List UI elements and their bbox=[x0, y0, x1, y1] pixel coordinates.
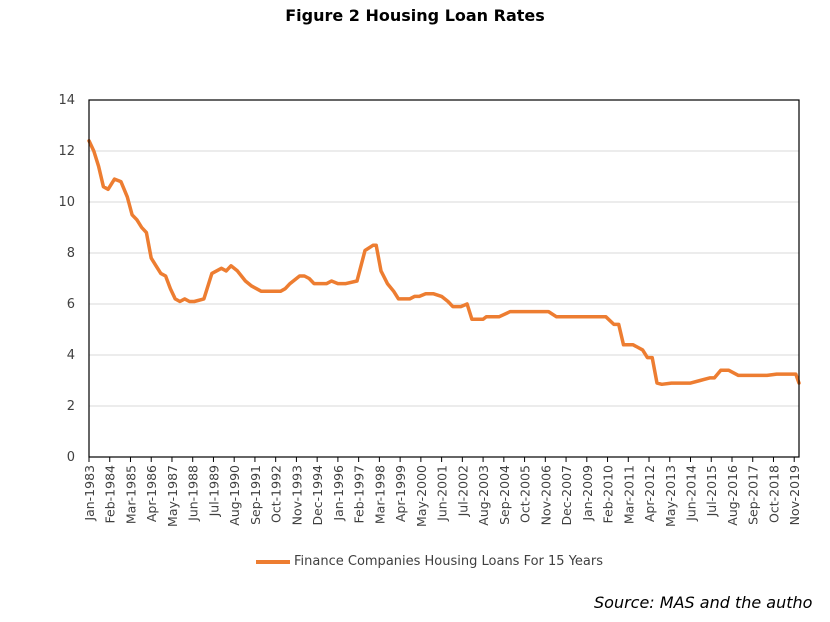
x-tick-label-9: Oct-1992 bbox=[269, 465, 284, 523]
y-tick-label-2: 2 bbox=[67, 399, 75, 414]
x-tick-label-19: Aug-2003 bbox=[476, 465, 491, 526]
legend: Finance Companies Housing Loans For 15 Y… bbox=[256, 554, 603, 569]
x-tick-label-25: Feb-2010 bbox=[601, 465, 616, 524]
x-tick-label-6: Jul-1989 bbox=[206, 465, 221, 517]
x-tick-label-7: Aug-1990 bbox=[227, 465, 242, 526]
source-note: Source: MAS and the autho bbox=[594, 593, 813, 612]
x-tick-label-10: Nov-1993 bbox=[289, 465, 304, 525]
x-tick-label-29: Jun-2014 bbox=[684, 465, 699, 522]
x-tick-label-32: Sep-2017 bbox=[746, 465, 761, 525]
x-tick-label-33: Oct-2018 bbox=[766, 465, 781, 523]
plot-area-frame bbox=[88, 99, 800, 458]
x-tick-label-27: Apr-2012 bbox=[642, 465, 657, 522]
x-tick-label-31: Aug-2016 bbox=[725, 465, 740, 526]
x-tick-label-2: Mar-1985 bbox=[123, 465, 138, 524]
y-tick-label-0: 0 bbox=[67, 450, 75, 465]
x-tick-label-11: Dec-1994 bbox=[310, 465, 325, 526]
x-tick-label-26: Mar-2011 bbox=[621, 465, 636, 524]
gridlines bbox=[89, 150, 799, 407]
y-tick-label-4: 4 bbox=[67, 348, 75, 363]
x-tick-label-24: Jan-2009 bbox=[580, 465, 595, 522]
x-tick-label-0: Jan-1983 bbox=[82, 465, 97, 522]
x-tick-label-20: Sep-2004 bbox=[497, 465, 512, 525]
x-tick-label-4: May-1987 bbox=[165, 465, 180, 527]
x-tick-label-13: Feb-1997 bbox=[352, 465, 367, 523]
x-tick-label-15: Apr-1999 bbox=[393, 465, 408, 522]
y-axis-tick-labels: 0 2 4 6 8 10 12 14 bbox=[58, 93, 75, 465]
x-tick-label-16: May-2000 bbox=[414, 465, 429, 527]
y-tick-label-10: 10 bbox=[58, 195, 75, 210]
y-tick-label-14: 14 bbox=[58, 93, 75, 108]
x-tick-label-18: Jul-2002 bbox=[455, 465, 470, 517]
x-tick-label-17: Jun-2001 bbox=[435, 465, 450, 522]
legend-swatch bbox=[256, 559, 290, 564]
x-tick-label-3: Apr-1986 bbox=[144, 465, 159, 522]
chart-title: Figure 2 Housing Loan Rates bbox=[285, 6, 545, 25]
x-tick-label-34: Nov-2019 bbox=[787, 465, 802, 525]
x-tick-label-30: Jul-2015 bbox=[704, 465, 719, 517]
x-tick-label-1: Feb-1984 bbox=[103, 465, 118, 524]
series-layer bbox=[87, 139, 801, 387]
x-tick-label-12: Jan-1996 bbox=[331, 465, 346, 522]
x-tick-label-21: Oct-2005 bbox=[518, 465, 533, 523]
x-tick-label-14: Mar-1998 bbox=[372, 465, 387, 524]
y-tick-label-6: 6 bbox=[67, 297, 75, 312]
x-tick-label-5: Jun-1988 bbox=[186, 465, 201, 522]
x-axis-tick-labels: Jan-1983 Feb-1984 Mar-1985 Apr-1986 May-1987… bbox=[82, 457, 802, 527]
legend-label: Finance Companies Housing Loans For 15 Y… bbox=[294, 554, 604, 569]
series-line-finance-companies-housing-loans bbox=[87, 139, 801, 387]
x-tick-label-28: May-2013 bbox=[663, 465, 678, 527]
y-tick-label-8: 8 bbox=[67, 246, 75, 261]
line-chart: 0 2 4 6 8 10 12 14 Jan-1983 Feb-1984 Mar-1985 Apr-… bbox=[58, 93, 802, 527]
y-tick-label-12: 12 bbox=[58, 144, 75, 159]
x-tick-label-22: Nov-2006 bbox=[538, 465, 553, 525]
x-tick-label-8: Sep-1991 bbox=[248, 465, 263, 525]
x-tick-label-23: Dec-2007 bbox=[559, 465, 574, 526]
